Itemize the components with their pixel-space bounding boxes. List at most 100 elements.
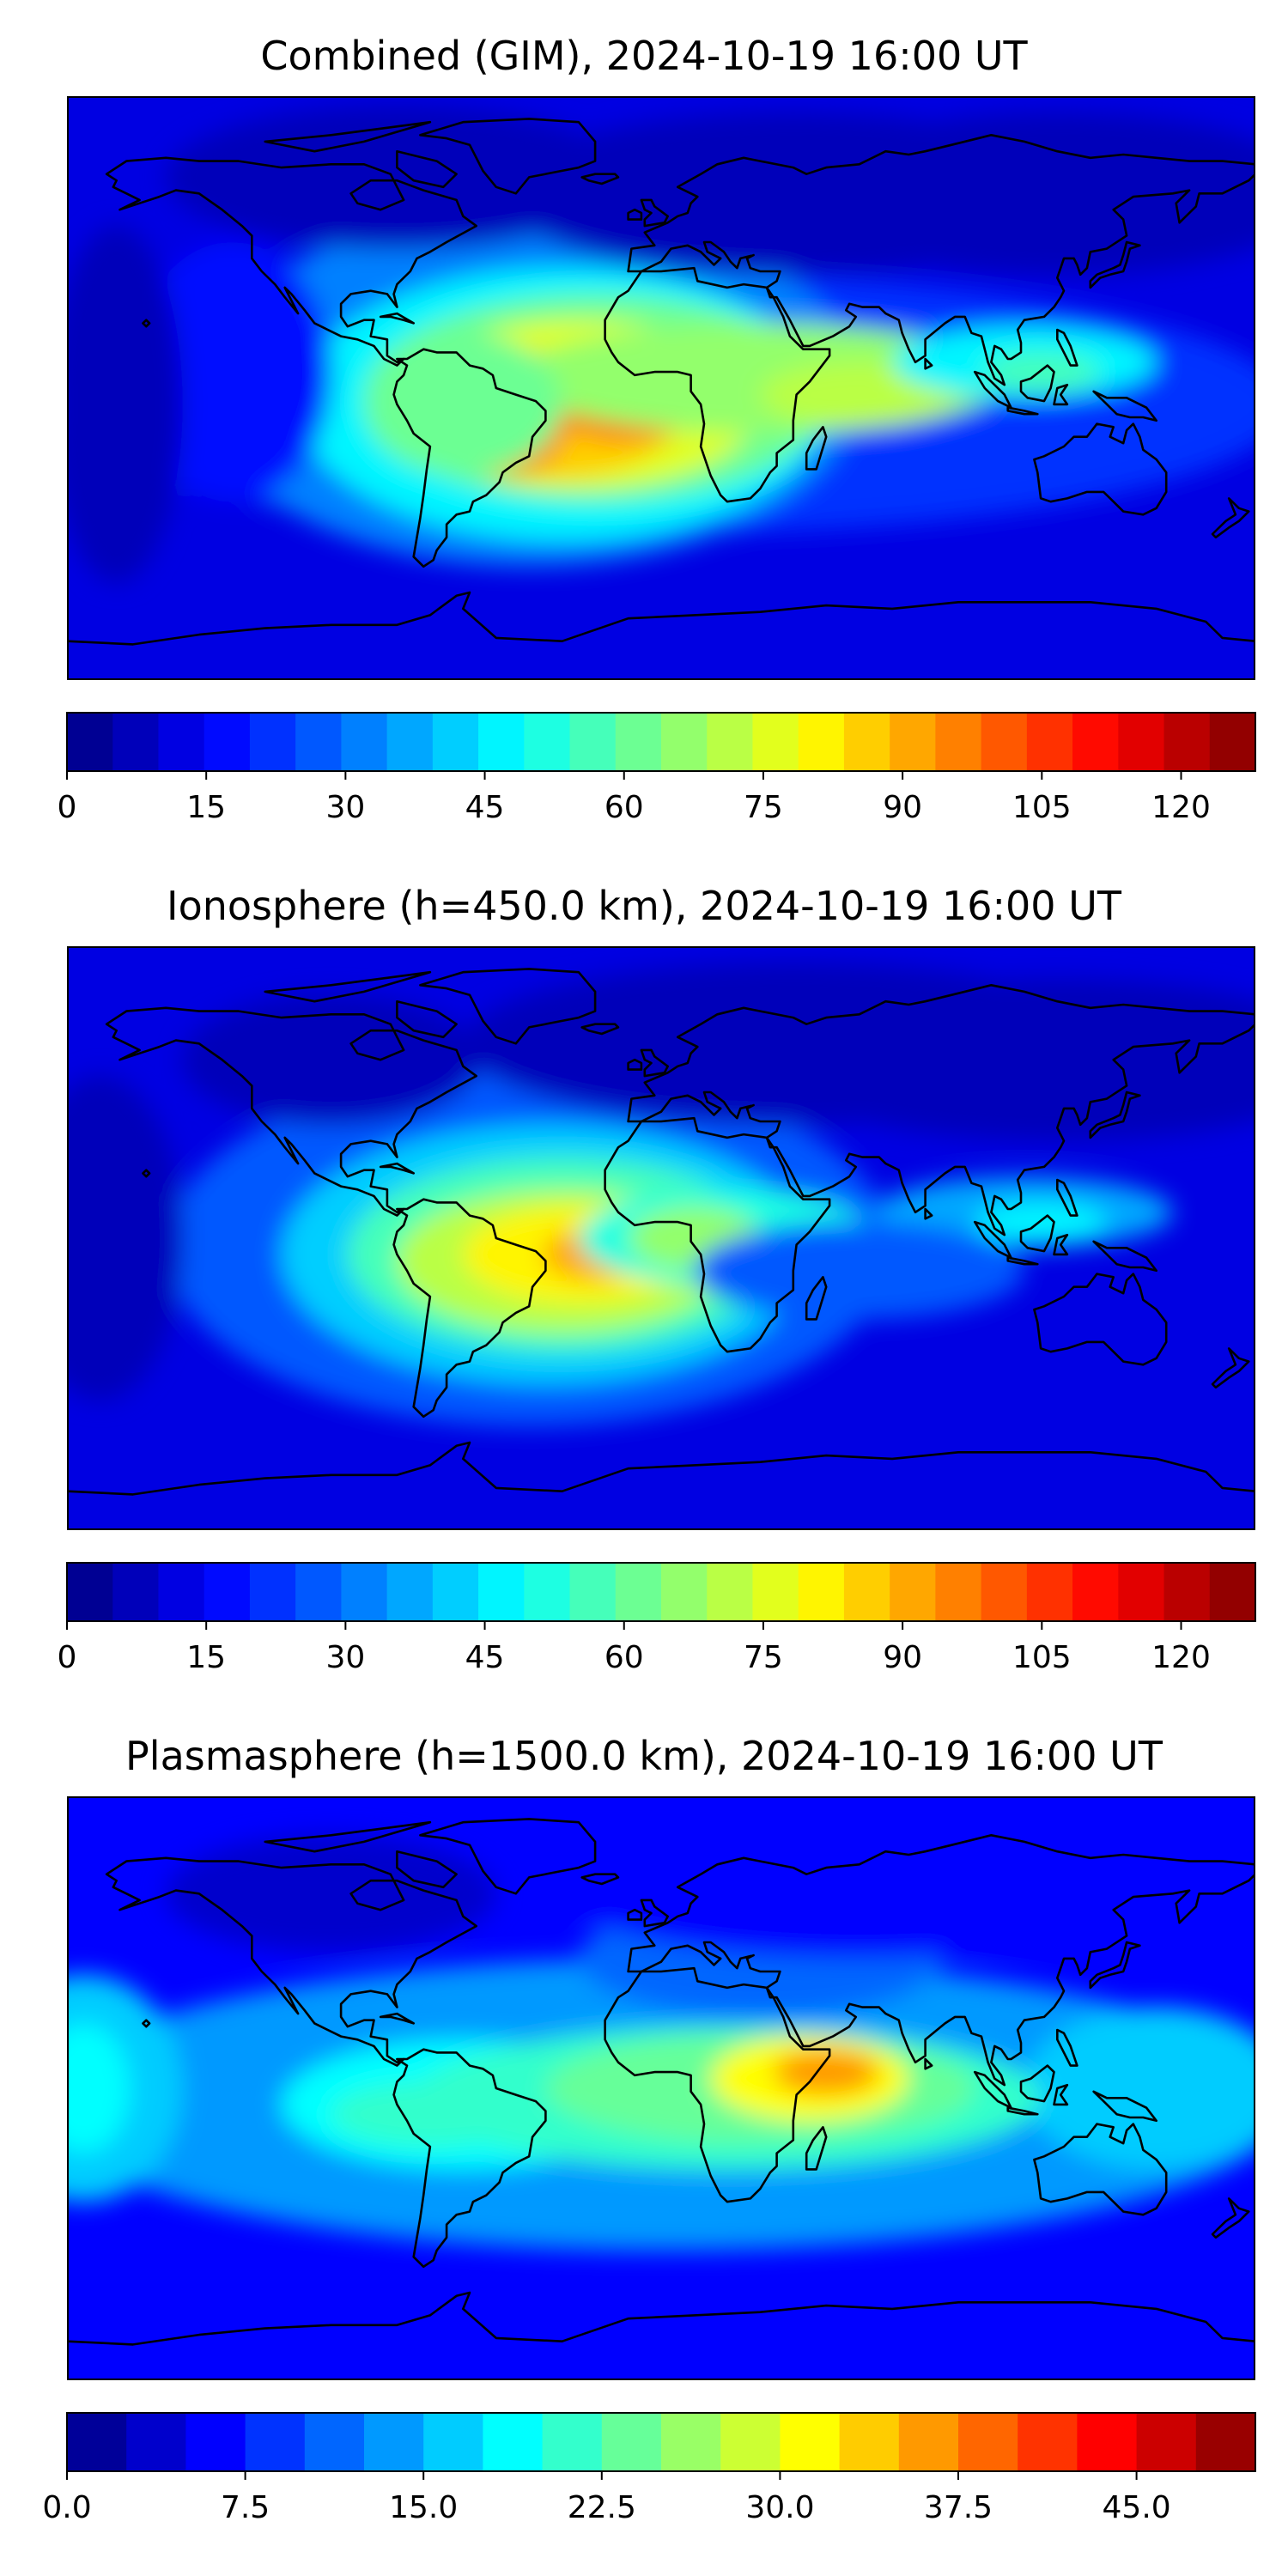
colorbar-segment bbox=[707, 713, 754, 771]
colorbar-tick-label: 105 bbox=[1012, 790, 1072, 825]
colorbar-tick-label: 90 bbox=[883, 790, 922, 825]
colorbar-tick-label: 30 bbox=[325, 1640, 365, 1675]
panel-ionosphere: Ionosphere (h=450.0 km), 2024-10-19 16:0… bbox=[0, 850, 1288, 1709]
coastline-cuba bbox=[379, 2012, 416, 2025]
colorbar-segment bbox=[720, 2413, 781, 2471]
colorbar-segment bbox=[295, 1563, 342, 1621]
colorbar-tick-label: 7.5 bbox=[221, 2490, 270, 2525]
colorbar-segment bbox=[295, 713, 342, 771]
colorbar-segment bbox=[843, 713, 890, 771]
coastline-new-guinea bbox=[1092, 1240, 1157, 1273]
coastline-philippines bbox=[1056, 1178, 1078, 1217]
colorbar-segment bbox=[1195, 2413, 1256, 2471]
colorbar-segment bbox=[158, 1563, 205, 1621]
coastline-hawaii bbox=[142, 2019, 151, 2028]
coastline-sri-lanka bbox=[924, 1207, 933, 1220]
coastline-japan bbox=[1089, 1091, 1141, 1139]
colorbar-segment bbox=[661, 2413, 721, 2471]
coastline-new-guinea bbox=[1092, 390, 1157, 422]
chart-title: Ionosphere (h=450.0 km), 2024-10-19 16:0… bbox=[167, 883, 1121, 929]
coastline-baffin bbox=[396, 149, 458, 189]
colorbar-segment bbox=[752, 713, 799, 771]
colorbar-tick-label: 37.5 bbox=[924, 2490, 993, 2525]
tec-field bbox=[67, 96, 1255, 680]
colorbar-tick-label: 45.0 bbox=[1103, 2490, 1171, 2525]
colorbar-segment bbox=[386, 1563, 434, 1621]
colorbar-segment bbox=[249, 1563, 296, 1621]
tec-contour bbox=[364, 332, 562, 476]
tec-contour bbox=[132, 242, 331, 502]
colorbar-segment bbox=[204, 713, 251, 771]
chart-title: Plasmasphere (h=1500.0 km), 2024-10-19 1… bbox=[125, 1733, 1163, 1779]
coastline-iceland bbox=[580, 1023, 620, 1036]
colorbar-segment bbox=[1209, 713, 1256, 771]
coastline-sulawesi bbox=[1053, 2083, 1069, 2106]
tec-contour bbox=[67, 226, 183, 583]
tec-contour bbox=[67, 2023, 131, 2154]
coastline-sri-lanka bbox=[924, 357, 933, 370]
colorbar-segment bbox=[981, 713, 1028, 771]
coastline-java bbox=[1006, 2106, 1039, 2116]
colorbar-segment bbox=[935, 1563, 982, 1621]
coastline-new-guinea bbox=[1092, 2090, 1157, 2123]
colorbar-frame bbox=[66, 712, 1256, 772]
coastline-britain bbox=[640, 1048, 670, 1078]
coastline-java bbox=[1006, 406, 1039, 416]
coastline-borneo bbox=[1019, 1214, 1055, 1253]
colorbar-segment bbox=[1072, 1563, 1119, 1621]
colorbar-segment bbox=[569, 1563, 617, 1621]
colorbar-segment bbox=[1026, 1563, 1073, 1621]
colorbar-segment bbox=[890, 713, 936, 771]
colorbar-segment bbox=[661, 713, 708, 771]
colorbar-tick-label: 120 bbox=[1151, 790, 1211, 825]
colorbar-segment bbox=[615, 713, 662, 771]
tec-contour bbox=[793, 112, 1255, 275]
colorbar-tick-label: 60 bbox=[605, 790, 644, 825]
colorbar-segment bbox=[67, 713, 113, 771]
colorbar-tick-label: 60 bbox=[605, 1640, 644, 1675]
colorbar-segment bbox=[569, 713, 617, 771]
coastline-north-america bbox=[105, 156, 478, 367]
colorbar-segment bbox=[386, 713, 434, 771]
coastline-new-zealand bbox=[1211, 2197, 1250, 2239]
tec-field bbox=[67, 1796, 1255, 2380]
coastline-europe-asia bbox=[627, 1833, 1255, 2087]
coastline-iceland bbox=[580, 1873, 620, 1886]
coastline-ireland bbox=[627, 1908, 643, 1921]
coastline-hawaii bbox=[142, 1169, 151, 1178]
colorbar-tick-label: 30.0 bbox=[745, 2490, 814, 2525]
coastline-sulawesi bbox=[1053, 383, 1069, 406]
coastline-south-america bbox=[392, 348, 547, 568]
colorbar-segment bbox=[935, 713, 982, 771]
coastline-north-america bbox=[105, 1006, 478, 1217]
map-plasmasphere bbox=[67, 1796, 1255, 2380]
map-frame bbox=[67, 946, 1255, 1530]
tec-contour bbox=[182, 994, 480, 1125]
colorbar-segment bbox=[341, 713, 388, 771]
coastline-europe-asia bbox=[627, 133, 1255, 386]
coastline-baffin bbox=[396, 999, 458, 1039]
coastline-new-zealand bbox=[1211, 497, 1250, 539]
coastline-sri-lanka bbox=[924, 2057, 933, 2070]
tec-contour bbox=[773, 2049, 879, 2095]
map-frame bbox=[67, 96, 1255, 680]
colorbar-segment bbox=[1072, 713, 1119, 771]
coastline-madagascar bbox=[805, 425, 828, 471]
colorbar-segment bbox=[1077, 2413, 1138, 2471]
colorbar-segment bbox=[601, 2413, 662, 2471]
coastline-africa bbox=[604, 1966, 831, 2203]
colorbar-tick-label: 105 bbox=[1012, 1640, 1072, 1675]
coastline-arctic-islands bbox=[264, 120, 432, 153]
colorbar-segment bbox=[158, 713, 205, 771]
colorbar-segment bbox=[364, 2413, 424, 2471]
colorbar-segment bbox=[1163, 713, 1211, 771]
coastlines bbox=[67, 118, 1255, 646]
colorbar-segment bbox=[423, 2413, 483, 2471]
coastline-australia bbox=[1033, 1273, 1168, 1366]
colorbar-plasmasphere: 0.0 7.5 15.0 22.5 30.0 37.5 45.0 bbox=[42, 2412, 1256, 2525]
tec-field bbox=[67, 946, 1255, 1530]
colorbar-segment bbox=[890, 1563, 936, 1621]
coastline-australia bbox=[1033, 422, 1168, 516]
colorbar-tick-label: 15 bbox=[186, 1640, 226, 1675]
colorbar-segment bbox=[432, 713, 479, 771]
